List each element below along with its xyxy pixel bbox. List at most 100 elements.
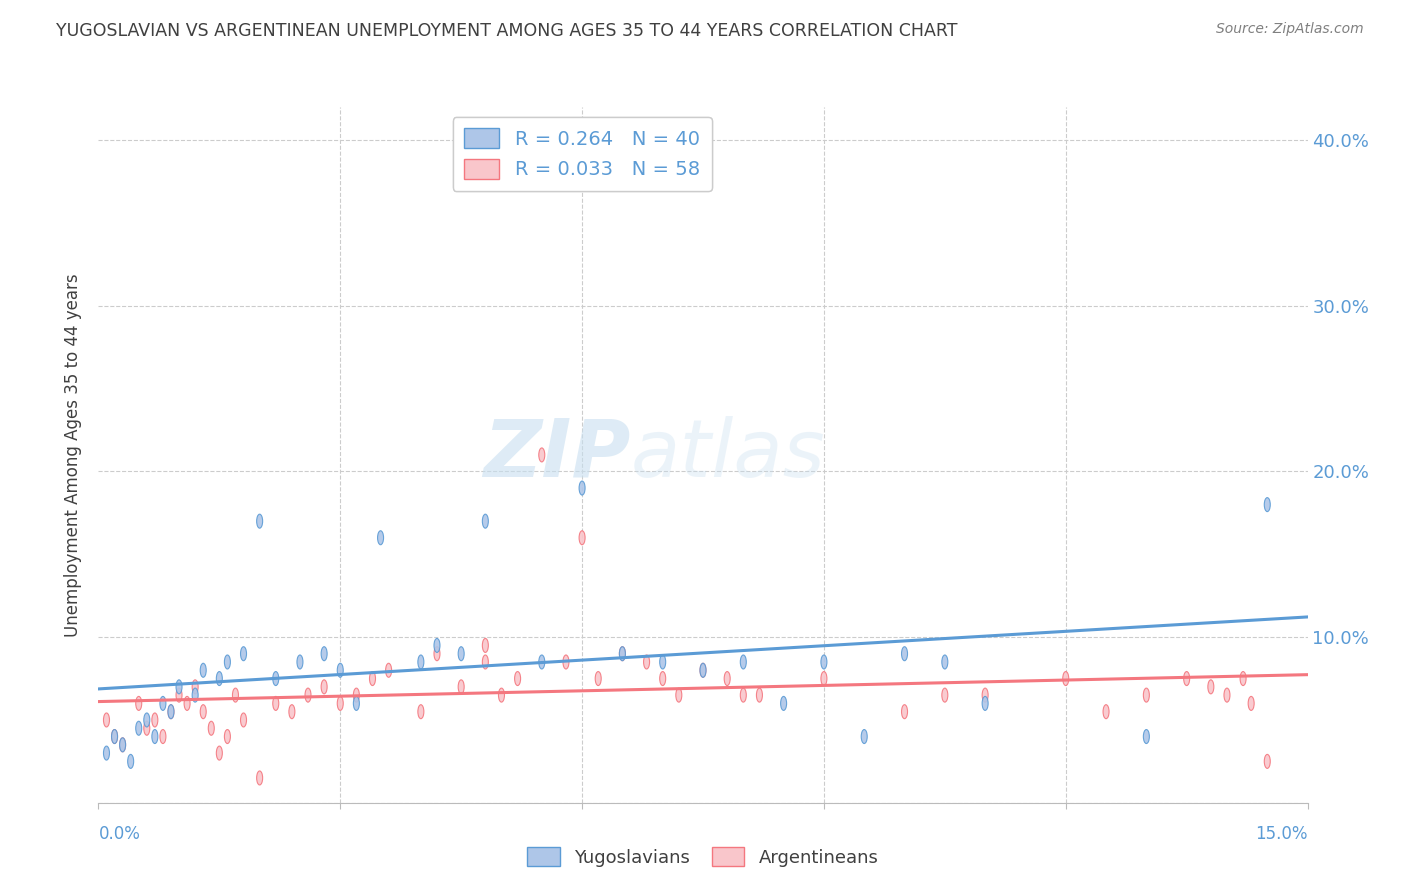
Ellipse shape (321, 647, 328, 661)
Ellipse shape (104, 746, 110, 760)
Ellipse shape (515, 672, 520, 686)
Ellipse shape (337, 664, 343, 677)
Ellipse shape (434, 647, 440, 661)
Ellipse shape (620, 647, 626, 661)
Ellipse shape (136, 697, 142, 710)
Ellipse shape (579, 481, 585, 495)
Ellipse shape (659, 655, 665, 669)
Legend: Yugoslavians, Argentineans: Yugoslavians, Argentineans (520, 840, 886, 874)
Ellipse shape (353, 688, 360, 702)
Ellipse shape (983, 688, 988, 702)
Ellipse shape (1240, 672, 1246, 686)
Ellipse shape (257, 514, 263, 528)
Ellipse shape (273, 672, 278, 686)
Ellipse shape (659, 672, 665, 686)
Ellipse shape (370, 672, 375, 686)
Text: 0.0%: 0.0% (98, 825, 141, 843)
Ellipse shape (1143, 688, 1149, 702)
Ellipse shape (193, 688, 198, 702)
Ellipse shape (120, 738, 125, 752)
Ellipse shape (482, 655, 488, 669)
Ellipse shape (418, 705, 423, 719)
Ellipse shape (482, 639, 488, 652)
Ellipse shape (152, 713, 157, 727)
Ellipse shape (1225, 688, 1230, 702)
Ellipse shape (700, 664, 706, 677)
Ellipse shape (700, 664, 706, 677)
Ellipse shape (901, 647, 907, 661)
Ellipse shape (458, 680, 464, 694)
Ellipse shape (499, 688, 505, 702)
Ellipse shape (538, 655, 544, 669)
Ellipse shape (942, 688, 948, 702)
Ellipse shape (942, 655, 948, 669)
Ellipse shape (208, 722, 214, 735)
Ellipse shape (862, 730, 868, 744)
Text: Source: ZipAtlas.com: Source: ZipAtlas.com (1216, 22, 1364, 37)
Ellipse shape (152, 730, 157, 744)
Ellipse shape (482, 514, 488, 528)
Ellipse shape (1264, 498, 1270, 512)
Ellipse shape (644, 655, 650, 669)
Ellipse shape (167, 705, 174, 719)
Ellipse shape (821, 655, 827, 669)
Ellipse shape (1249, 697, 1254, 710)
Text: atlas: atlas (630, 416, 825, 494)
Ellipse shape (193, 680, 198, 694)
Ellipse shape (143, 722, 150, 735)
Ellipse shape (184, 697, 190, 710)
Ellipse shape (160, 697, 166, 710)
Y-axis label: Unemployment Among Ages 35 to 44 years: Unemployment Among Ages 35 to 44 years (65, 273, 83, 637)
Ellipse shape (620, 647, 626, 661)
Text: 15.0%: 15.0% (1256, 825, 1308, 843)
Ellipse shape (458, 647, 464, 661)
Ellipse shape (160, 730, 166, 744)
Ellipse shape (288, 705, 295, 719)
Ellipse shape (821, 672, 827, 686)
Ellipse shape (595, 672, 602, 686)
Ellipse shape (143, 713, 150, 727)
Ellipse shape (111, 730, 118, 744)
Ellipse shape (983, 697, 988, 710)
Ellipse shape (1104, 705, 1109, 719)
Ellipse shape (111, 730, 118, 744)
Ellipse shape (579, 531, 585, 545)
Ellipse shape (741, 655, 747, 669)
Ellipse shape (337, 697, 343, 710)
Ellipse shape (232, 688, 239, 702)
Ellipse shape (1063, 672, 1069, 686)
Ellipse shape (1184, 672, 1189, 686)
Ellipse shape (385, 664, 392, 677)
Ellipse shape (305, 688, 311, 702)
Ellipse shape (136, 722, 142, 735)
Ellipse shape (676, 688, 682, 702)
Ellipse shape (240, 713, 246, 727)
Ellipse shape (756, 688, 762, 702)
Ellipse shape (434, 639, 440, 652)
Text: ZIP: ZIP (484, 416, 630, 494)
Ellipse shape (217, 746, 222, 760)
Ellipse shape (1264, 755, 1270, 768)
Ellipse shape (297, 655, 302, 669)
Ellipse shape (378, 531, 384, 545)
Ellipse shape (1143, 730, 1149, 744)
Ellipse shape (120, 738, 125, 752)
Ellipse shape (217, 672, 222, 686)
Ellipse shape (741, 688, 747, 702)
Ellipse shape (538, 448, 544, 462)
Ellipse shape (176, 680, 181, 694)
Legend: R = 0.264   N = 40, R = 0.033   N = 58: R = 0.264 N = 40, R = 0.033 N = 58 (453, 117, 711, 191)
Ellipse shape (724, 672, 730, 686)
Ellipse shape (562, 655, 569, 669)
Ellipse shape (273, 697, 278, 710)
Ellipse shape (167, 705, 174, 719)
Ellipse shape (104, 713, 110, 727)
Ellipse shape (321, 680, 328, 694)
Ellipse shape (257, 771, 263, 785)
Ellipse shape (200, 705, 207, 719)
Ellipse shape (901, 705, 907, 719)
Ellipse shape (225, 655, 231, 669)
Ellipse shape (240, 647, 246, 661)
Ellipse shape (128, 755, 134, 768)
Ellipse shape (225, 730, 231, 744)
